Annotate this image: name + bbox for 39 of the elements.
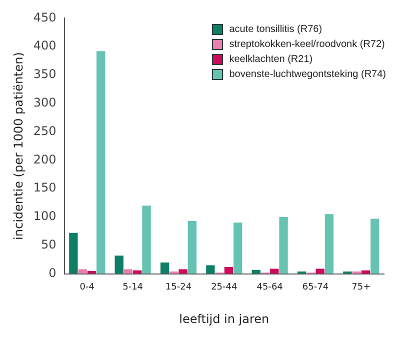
bar: [96, 51, 106, 274]
y-tick-label: 300: [33, 96, 56, 110]
x-tick-label: 5-14: [122, 282, 144, 293]
bar: [206, 265, 215, 274]
y-tick-label: 250: [33, 124, 56, 138]
bar: [78, 269, 87, 274]
x-tick-label: 25-44: [211, 282, 238, 293]
bar: [178, 269, 188, 274]
x-tick-label: 45-64: [256, 282, 284, 293]
y-tick-label: 50: [41, 238, 56, 252]
y-tick-label: 150: [33, 180, 56, 195]
bar: [69, 232, 78, 274]
bar: [224, 266, 234, 274]
bar: [234, 222, 242, 274]
x-tick-label: 15-24: [165, 282, 192, 293]
legend-label: streptokokken-keel/roodvonk (R72): [229, 39, 385, 50]
x-tick-label: 65-74: [302, 282, 329, 293]
legend-label: bovenste-luchtwegontsteking (R74): [229, 69, 386, 80]
y-tick-label: 350: [33, 67, 56, 82]
y-tick-label: 200: [33, 152, 56, 166]
y-tick-label: 100: [33, 209, 56, 224]
x-axis-title: leeftijd in jaren: [179, 312, 270, 326]
bar: [142, 206, 151, 274]
x-tick-label: 75+: [352, 282, 371, 293]
y-tick-label: 0: [48, 266, 56, 280]
y-axis-title: incidentie (per 1000 patiënten): [11, 52, 26, 240]
bar: [279, 217, 288, 274]
bar: [370, 218, 380, 274]
bar: [114, 256, 124, 274]
bar: [160, 262, 170, 274]
bar: [316, 268, 324, 274]
y-tick-label: 400: [33, 38, 56, 53]
x-tick-label: 0-4: [80, 282, 95, 293]
bar: [324, 214, 334, 274]
legend-label: acute tonsillitis (R76): [229, 24, 322, 35]
bar: [188, 220, 197, 274]
legend-label: keelklachten (R21): [229, 54, 313, 65]
bar: [270, 268, 279, 274]
y-tick-label: 450: [33, 10, 56, 24]
